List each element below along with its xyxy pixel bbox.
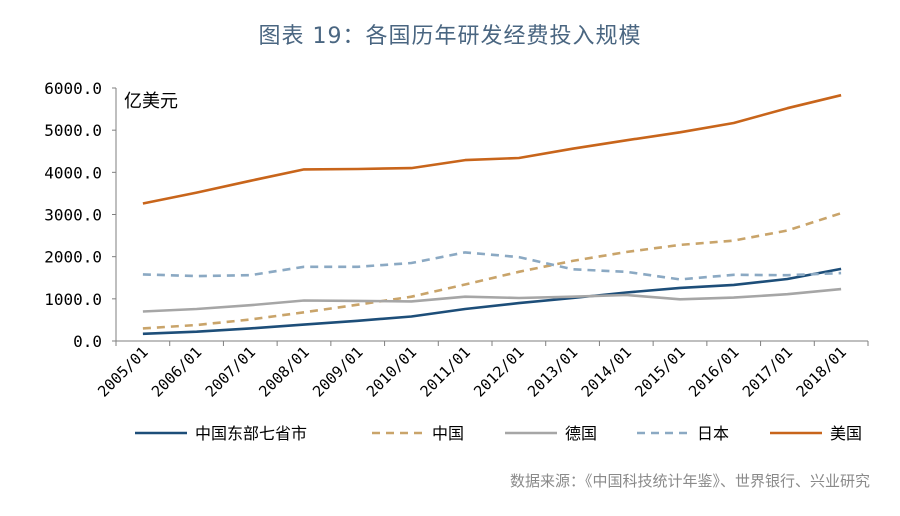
x-tick-label: 2017/01 <box>739 343 796 400</box>
source-note: 数据来源：《中国科技统计年鉴》、世界银行、兴业研究 <box>509 472 870 490</box>
y-tick-label: 4000.0 <box>44 163 102 182</box>
legend-label-east7: 中国东部七省市 <box>195 424 307 443</box>
y-tick-label: 0.0 <box>73 332 102 351</box>
x-tick-label: 2008/01 <box>255 343 312 400</box>
x-tick-label: 2006/01 <box>148 343 205 400</box>
legend-label-japan: 日本 <box>697 424 729 443</box>
chart-title: 图表 19：各国历年研发经费投入规模 <box>258 24 642 49</box>
legend: 中国东部七省市 中国 德国 日本 美国 <box>135 424 862 443</box>
y-axis-label: 亿美元 <box>124 91 178 112</box>
y-tick-label: 2000.0 <box>44 248 102 267</box>
x-tick-label: 2012/01 <box>470 343 527 400</box>
series-line-japan <box>142 251 842 281</box>
legend-label-china: 中国 <box>432 424 464 443</box>
x-tick-label: 2005/01 <box>94 343 151 400</box>
x-tick-label: 2014/01 <box>578 343 635 400</box>
series-line-germany <box>142 287 842 313</box>
x-tick-label: 2013/01 <box>524 343 581 400</box>
x-tick-label: 2015/01 <box>631 343 688 400</box>
x-tick-label: 2009/01 <box>309 343 366 400</box>
series-layer <box>142 93 842 336</box>
x-tick-label: 2011/01 <box>417 343 474 400</box>
y-tick-label: 5000.0 <box>44 121 102 140</box>
legend-label-usa: 美国 <box>830 424 862 443</box>
x-tick-label: 2016/01 <box>685 343 742 400</box>
y-tick-label: 1000.0 <box>44 290 102 309</box>
series-line-usa <box>142 93 842 205</box>
series-line-china <box>142 211 842 330</box>
y-tick-label: 6000.0 <box>44 79 102 98</box>
x-tick-label: 2007/01 <box>202 343 259 400</box>
legend-label-germany: 德国 <box>565 424 597 443</box>
y-tick-label: 3000.0 <box>44 206 102 225</box>
x-tick-label: 2018/01 <box>793 343 850 400</box>
x-tick-label: 2010/01 <box>363 343 420 400</box>
series-line-east7 <box>142 267 842 336</box>
